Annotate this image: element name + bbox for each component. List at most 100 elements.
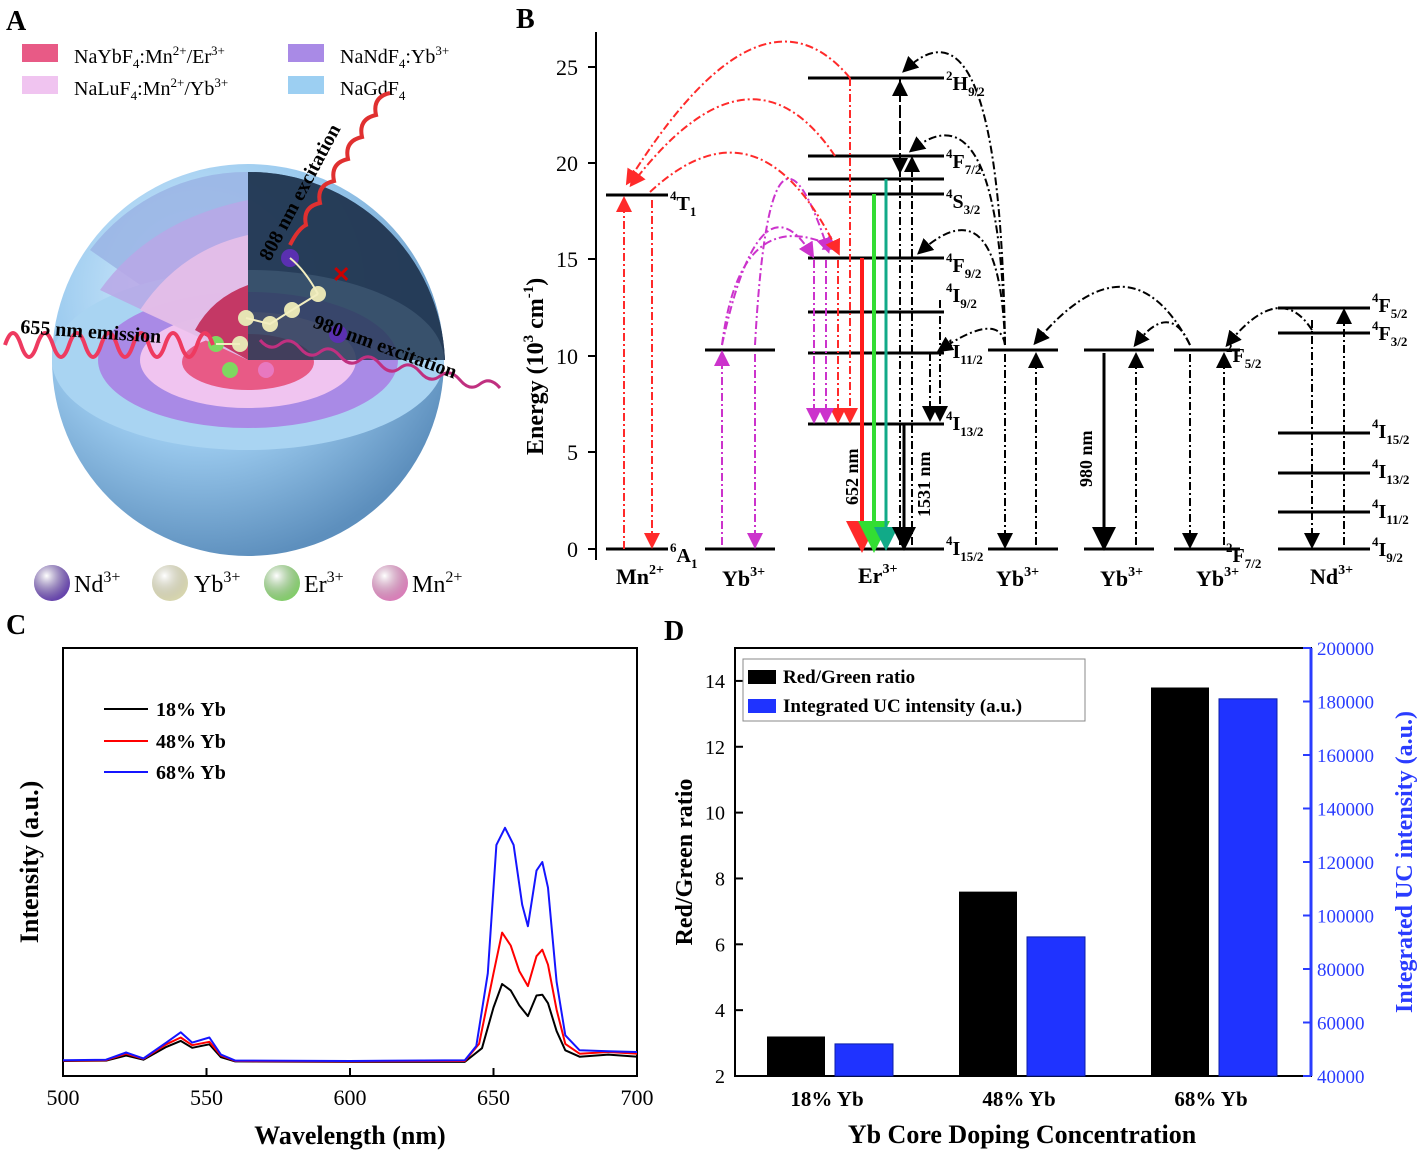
- y2-tick-label: 140000: [1317, 800, 1374, 821]
- legend-swatch-nalu: [22, 76, 58, 94]
- transition-arrows: [616, 40, 1352, 553]
- y2-tick-label: 60000: [1317, 1014, 1365, 1035]
- spectrum-series: [62, 826, 638, 1063]
- yb-ion-shine: [152, 565, 188, 601]
- legend-label-core: NaYbF4:Mn2+/Er3+: [74, 43, 225, 71]
- category-label: 18% Yb: [790, 1087, 863, 1111]
- y-tick-label: 10: [705, 803, 725, 825]
- yb-er-et-arc: [936, 327, 1006, 353]
- yb-ion-label: Yb3+: [194, 569, 240, 598]
- yb-er-et-arc: [902, 51, 1006, 346]
- ion-label-nd: Nd3+: [1310, 563, 1353, 589]
- category-label: 48% Yb: [982, 1087, 1055, 1111]
- bar-intensity-18: [834, 1043, 894, 1077]
- legend-text-18: 18% Yb: [156, 699, 226, 721]
- spectrum-axes: 500 550 600 650 700: [47, 1068, 654, 1110]
- y2-tick-label: 120000: [1317, 853, 1374, 874]
- level-label: 4F7/2: [946, 146, 981, 177]
- level-label: 4F5/2: [1372, 290, 1407, 321]
- level-label: 2F5/2: [1226, 340, 1261, 371]
- mn-ion-label: Mn2+: [412, 569, 462, 598]
- bar-ratio-48: [959, 891, 1017, 1076]
- ion-label-mn: Mn2+: [616, 563, 664, 589]
- bar-legend-swatch-intensity: [748, 699, 776, 713]
- energy-levels: [606, 76, 1370, 551]
- yb-er-et-arc: [917, 229, 1006, 346]
- nd-ion-shine: [34, 565, 70, 601]
- x-tick-label: 500: [47, 1085, 80, 1110]
- level-label: 4F3/2: [1372, 318, 1407, 349]
- wave-808-icon: [288, 91, 391, 246]
- bar-legend-box: [742, 658, 1086, 722]
- tick-label: 10: [556, 344, 578, 369]
- er-ion-shine: [264, 565, 300, 601]
- spectrum-line-18: [62, 983, 638, 1063]
- spectrum-legend: 18% Yb 48% Yb 68% Yb: [104, 699, 226, 784]
- y-tick-label: 6: [715, 934, 725, 956]
- y2-tick-label: 40000: [1317, 1067, 1365, 1088]
- y-tick-label: 4: [715, 1000, 725, 1022]
- level-label: 4I11/2: [946, 336, 983, 367]
- wave-655-icon: [3, 331, 215, 359]
- bar-legend-swatch-ratio: [748, 670, 776, 684]
- tick-label: 0: [567, 537, 578, 562]
- level-label: 4I9/2: [946, 280, 977, 311]
- er-ion-label: Er3+: [304, 569, 344, 598]
- energy-axis-label: Energy (103 cm-1): [521, 278, 549, 455]
- level-label: 4I13/2: [946, 408, 983, 439]
- panel-a-legend: NaYbF4:Mn2+/Er3+ NaLuF4:Mn2+/Yb3+ NaNdF4…: [22, 43, 449, 103]
- ion-label-yb: Yb3+: [1196, 565, 1239, 591]
- level-label: 4I9/2: [1372, 534, 1403, 565]
- tick-label: 15: [556, 247, 578, 272]
- ion-chain: ✕: [208, 249, 350, 378]
- nanoparticle-illustration: ✕ 808 nm excitation 980 nm excitation 65…: [3, 91, 502, 556]
- spectrum-line-48: [62, 931, 638, 1063]
- nd-yb-transfer-arc: [1225, 307, 1313, 348]
- level-label: 4S3/2: [946, 186, 980, 217]
- panel-c: C 500 550 600 650 700 Wavelength (nm) Intens…: [6, 610, 654, 1150]
- legend-swatch-nagd: [288, 76, 324, 94]
- x-tick-label: 650: [477, 1085, 510, 1110]
- er-mn-transfer-arc-2: [629, 98, 836, 188]
- category-label: 68% Yb: [1174, 1087, 1247, 1111]
- bar-x-label: Yb Core Doping Concentration: [848, 1120, 1197, 1149]
- bar-ratio-68: [1151, 687, 1209, 1076]
- level-label: 2H9/2: [946, 68, 985, 99]
- mn-ion: [258, 362, 274, 378]
- bar-intensity-68: [1218, 698, 1278, 1077]
- bar-y-label: Red/Green ratio: [672, 779, 698, 946]
- y2-tick-label: 100000: [1317, 907, 1374, 928]
- tick-label: 25: [556, 55, 578, 80]
- bar-y2-label: Integrated UC intensity (a.u.): [1392, 711, 1418, 1013]
- energy-ticks: 0 5 10 15 20 25: [556, 55, 596, 562]
- level-label: 4I15/2: [946, 533, 983, 564]
- x-tick-label: 550: [190, 1085, 223, 1110]
- ion-label-yb: Yb3+: [996, 565, 1039, 591]
- label-652: 652 nm: [842, 448, 862, 505]
- bar-axes: 2 4 6 8 10 12 14 40000 60000 80000 100000 120000 140…: [705, 639, 1374, 1088]
- ion-label-er: Er3+: [858, 562, 897, 588]
- y2-tick-label: 180000: [1317, 693, 1374, 714]
- label-980-transition: 980 nm: [1076, 430, 1096, 487]
- wave-980-icon: [258, 339, 502, 389]
- mn-ion-shine: [372, 565, 408, 601]
- spectrum-x-label: Wavelength (nm): [254, 1121, 445, 1150]
- tick-label: 20: [556, 151, 578, 176]
- legend-swatch-core: [22, 44, 58, 62]
- bar-legend: Red/Green ratio Integrated UC intensity …: [742, 658, 1086, 722]
- level-label: 4I15/2: [1372, 416, 1409, 447]
- transition-labels: 652 nm 1531 nm 980 nm: [842, 430, 1096, 517]
- level-label: 6A1: [670, 540, 697, 571]
- bar-legend-text-ratio: Red/Green ratio: [783, 667, 915, 688]
- yb-yb-migration-arc: [1033, 285, 1191, 346]
- y2-tick-label: 160000: [1317, 746, 1374, 767]
- panel-c-letter: C: [6, 610, 26, 641]
- legend-text-68: 68% Yb: [156, 762, 226, 784]
- legend-swatch-nand: [288, 44, 324, 62]
- tick-label: 5: [567, 440, 578, 465]
- mn-er-transfer-arc: [649, 151, 840, 256]
- bar-legend-text-intensity: Integrated UC intensity (a.u.): [783, 696, 1022, 717]
- panel-d-letter: D: [664, 616, 684, 647]
- y2-tick-label: 80000: [1317, 960, 1365, 981]
- level-labels: 4T1 6A1 2H9/2 4F7/2 4S3/2 4F9/2 4I9/2 4I…: [670, 68, 1409, 571]
